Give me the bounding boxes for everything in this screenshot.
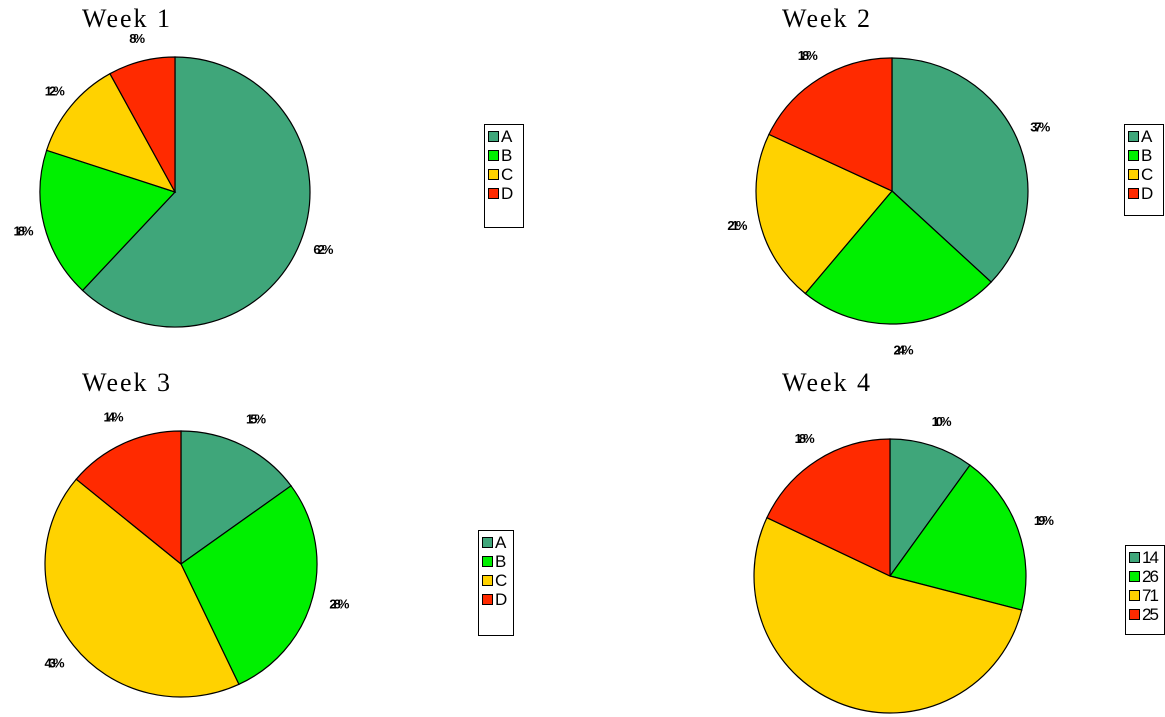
legend-item: 71 <box>1129 586 1164 605</box>
legend-swatch <box>488 131 499 142</box>
chart-title: Week 4 <box>782 368 873 397</box>
legend-swatch <box>488 150 499 161</box>
legend-label: A <box>1141 126 1152 146</box>
legend-label: D <box>501 183 513 203</box>
pie-slice-c <box>44 478 240 698</box>
legend-swatch <box>1129 552 1140 563</box>
pie-slice-d <box>75 430 182 566</box>
pie-slice-c <box>753 516 1023 714</box>
legend-label: B <box>1141 145 1152 165</box>
legend-item: A <box>482 533 513 552</box>
legend-label: C <box>1141 164 1153 184</box>
legend-label: C <box>501 164 513 184</box>
legend-swatch <box>482 556 493 567</box>
pie-chart-week-1: 62%18%12%8% <box>13 31 337 328</box>
legend-label: A <box>495 532 506 552</box>
legend-swatch <box>1129 609 1140 620</box>
legend-swatch <box>482 575 493 586</box>
legend-swatch <box>488 188 499 199</box>
legend-item: D <box>488 184 523 203</box>
chart-title: Week 3 <box>82 368 173 397</box>
legend-swatch <box>1128 150 1139 161</box>
legend-label: C <box>495 570 507 590</box>
chart-legend: 14 26 71 25 <box>1125 545 1165 635</box>
pie-slice-b <box>180 484 318 686</box>
legend-swatch <box>482 537 493 548</box>
pie-slice-c <box>755 133 893 295</box>
pie-slice-d <box>109 56 176 193</box>
pie-chart-week-2: 37%24%21%18% <box>727 48 1053 358</box>
pie-slice-a <box>889 438 971 578</box>
pie-slice-a <box>180 430 292 566</box>
legend-item: A <box>488 127 523 146</box>
legend-swatch <box>1128 131 1139 142</box>
legend-label: 26 <box>1142 566 1159 586</box>
legend-label: A <box>501 126 512 146</box>
legend-item: 26 <box>1129 567 1164 586</box>
pie-slice-d <box>768 57 893 192</box>
legend-label: D <box>1141 183 1153 203</box>
legend-swatch <box>1129 590 1140 601</box>
chart-title: Week 1 <box>82 4 173 33</box>
legend-item: 25 <box>1129 605 1164 624</box>
legend-label: B <box>495 551 506 571</box>
legend-item: A <box>1128 127 1163 146</box>
legend-swatch <box>1128 188 1139 199</box>
pie-slice-d <box>766 438 891 577</box>
pie-slice-b <box>888 464 1027 611</box>
slice-percent-label: 19% <box>1034 513 1054 528</box>
legend-label: 71 <box>1142 585 1159 605</box>
slice-percent-label: 18% <box>795 431 815 446</box>
chart-title: Week 2 <box>782 4 873 33</box>
pie-slice-b <box>804 190 992 325</box>
pie-chart-week-3: 15%28%43%14% <box>44 409 353 698</box>
legend-item: D <box>482 590 513 609</box>
pie-slice-c <box>45 72 177 194</box>
legend-swatch <box>482 594 493 605</box>
legend-swatch <box>488 169 499 180</box>
legend-label: D <box>495 589 507 609</box>
legend-item: C <box>488 165 523 184</box>
legend-item: C <box>1128 165 1163 184</box>
slice-percent-label: 10% <box>932 414 952 429</box>
pie-slice-a <box>81 56 311 328</box>
legend-swatch <box>1128 169 1139 180</box>
legend-item: B <box>1128 146 1163 165</box>
legend-label: B <box>501 145 512 165</box>
legend-label: 14 <box>1142 547 1159 567</box>
pie-slice-a <box>891 57 1029 283</box>
legend-swatch <box>1129 571 1140 582</box>
legend-item: B <box>488 146 523 165</box>
legend-label: 25 <box>1142 604 1159 624</box>
pie-slice-b <box>39 149 177 292</box>
legend-item: D <box>1128 184 1163 203</box>
legend-item: C <box>482 571 513 590</box>
legend-item: B <box>482 552 513 571</box>
legend-item: 14 <box>1129 548 1164 567</box>
